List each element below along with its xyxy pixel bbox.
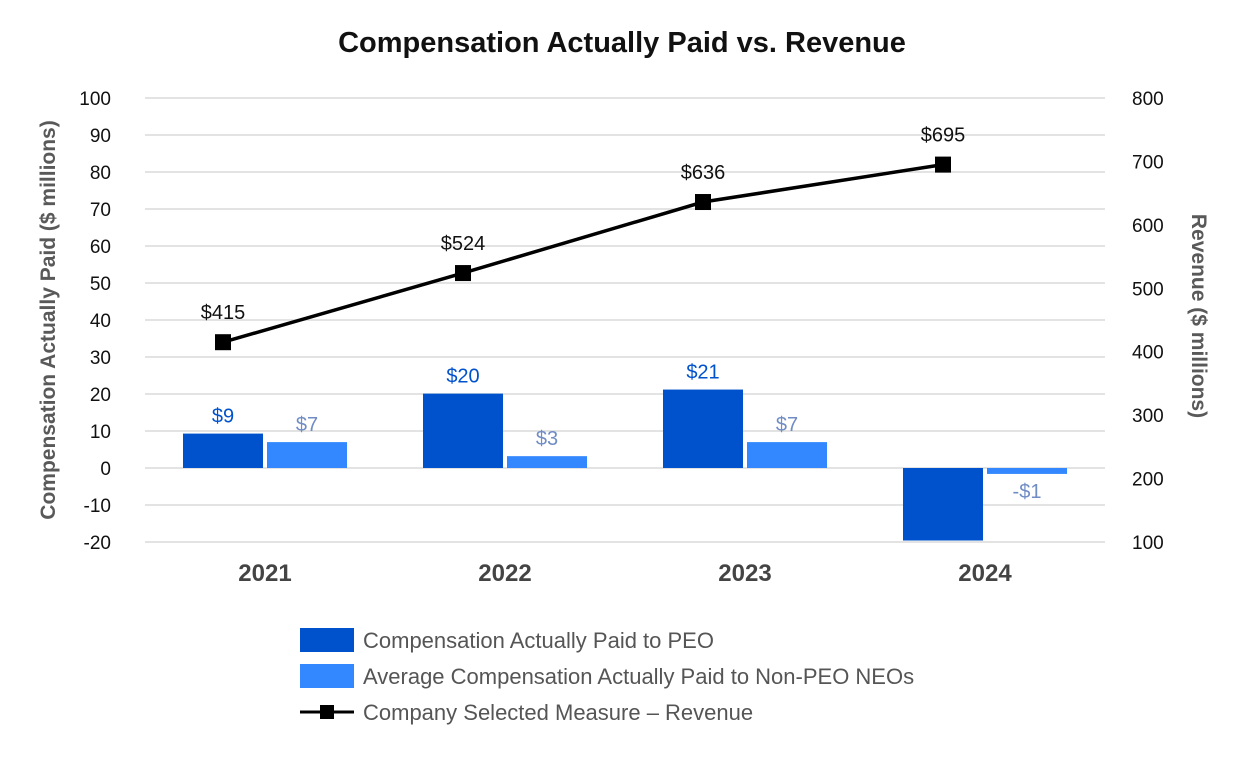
y-axis-right-label: Revenue ($ millions) <box>1187 214 1210 418</box>
legend-swatch-peo <box>300 628 354 652</box>
legend-marker-revenue <box>320 705 334 719</box>
y-tick-right: 100 <box>1132 533 1164 554</box>
y-tick-right: 600 <box>1132 216 1164 237</box>
bar-value-label: $7 <box>776 414 798 436</box>
y-tick-left: 80 <box>90 163 111 184</box>
revenue-value-label: $695 <box>921 125 966 147</box>
bars <box>183 389 1067 541</box>
y-tick-left: 50 <box>90 274 111 295</box>
bar-value-label: $20 <box>446 366 479 388</box>
bar-value-label: -$1 <box>1013 481 1042 503</box>
legend-swatch-neo <box>300 664 354 688</box>
revenue-marker <box>935 156 951 173</box>
axes: 1009080706050403020100-10-20800700600500… <box>79 89 1163 587</box>
y-tick-right: 500 <box>1132 279 1164 300</box>
revenue-value-label: $636 <box>681 162 726 184</box>
revenue-line <box>222 162 944 344</box>
x-tick-label: 2021 <box>238 560 291 587</box>
y-tick-left: 10 <box>90 422 111 443</box>
y-tick-left: 100 <box>79 89 111 110</box>
y-tick-left: 40 <box>90 311 111 332</box>
x-tick-label: 2022 <box>478 560 531 587</box>
bar <box>987 468 1067 474</box>
legend-label-neo: Average Compensation Actually Paid to No… <box>363 664 914 689</box>
revenue-marker <box>695 194 711 211</box>
x-tick-label: 2023 <box>718 560 771 587</box>
legend-label-peo: Compensation Actually Paid to PEO <box>363 628 714 653</box>
data-labels: $9 $20 $21 $7 $3 $7 -$1 $415 $524 $636 $695 <box>201 125 1042 503</box>
y-tick-left: 30 <box>90 348 111 369</box>
x-tick-label: 2024 <box>958 560 1012 587</box>
y-tick-right: 800 <box>1132 89 1164 110</box>
revenue-marker <box>215 334 231 351</box>
y-tick-left: 0 <box>100 459 111 480</box>
chart-title: Compensation Actually Paid vs. Revenue <box>338 27 906 59</box>
bar-value-label: $9 <box>212 406 234 428</box>
revenue-marker <box>455 265 471 282</box>
legend: Compensation Actually Paid to PEO Averag… <box>300 628 914 725</box>
y-tick-left: 20 <box>90 385 111 406</box>
y-tick-right: 400 <box>1132 343 1164 364</box>
bar <box>267 442 347 468</box>
revenue-value-label: $415 <box>201 302 246 324</box>
bar <box>183 433 263 468</box>
bar-value-label: $21 <box>686 362 719 384</box>
legend-label-revenue: Company Selected Measure – Revenue <box>363 700 753 725</box>
bar <box>663 389 743 468</box>
bar-value-label: $7 <box>296 414 318 436</box>
y-tick-left: 70 <box>90 200 111 221</box>
bar <box>747 442 827 468</box>
bar-value-label: $3 <box>536 428 558 450</box>
y-tick-right: 300 <box>1132 406 1164 427</box>
revenue-line-group <box>215 156 951 351</box>
y-axis-left-label: Compensation Actually Paid ($ millions) <box>37 120 60 519</box>
y-tick-left: -20 <box>84 533 111 554</box>
revenue-value-label: $524 <box>441 233 486 255</box>
y-tick-left: -10 <box>84 496 111 517</box>
bar <box>423 393 503 468</box>
bar <box>507 456 587 468</box>
y-tick-left: 60 <box>90 237 111 258</box>
bar <box>903 468 983 541</box>
y-tick-right: 700 <box>1132 152 1164 173</box>
y-tick-left: 90 <box>90 126 111 147</box>
y-tick-right: 200 <box>1132 470 1164 491</box>
